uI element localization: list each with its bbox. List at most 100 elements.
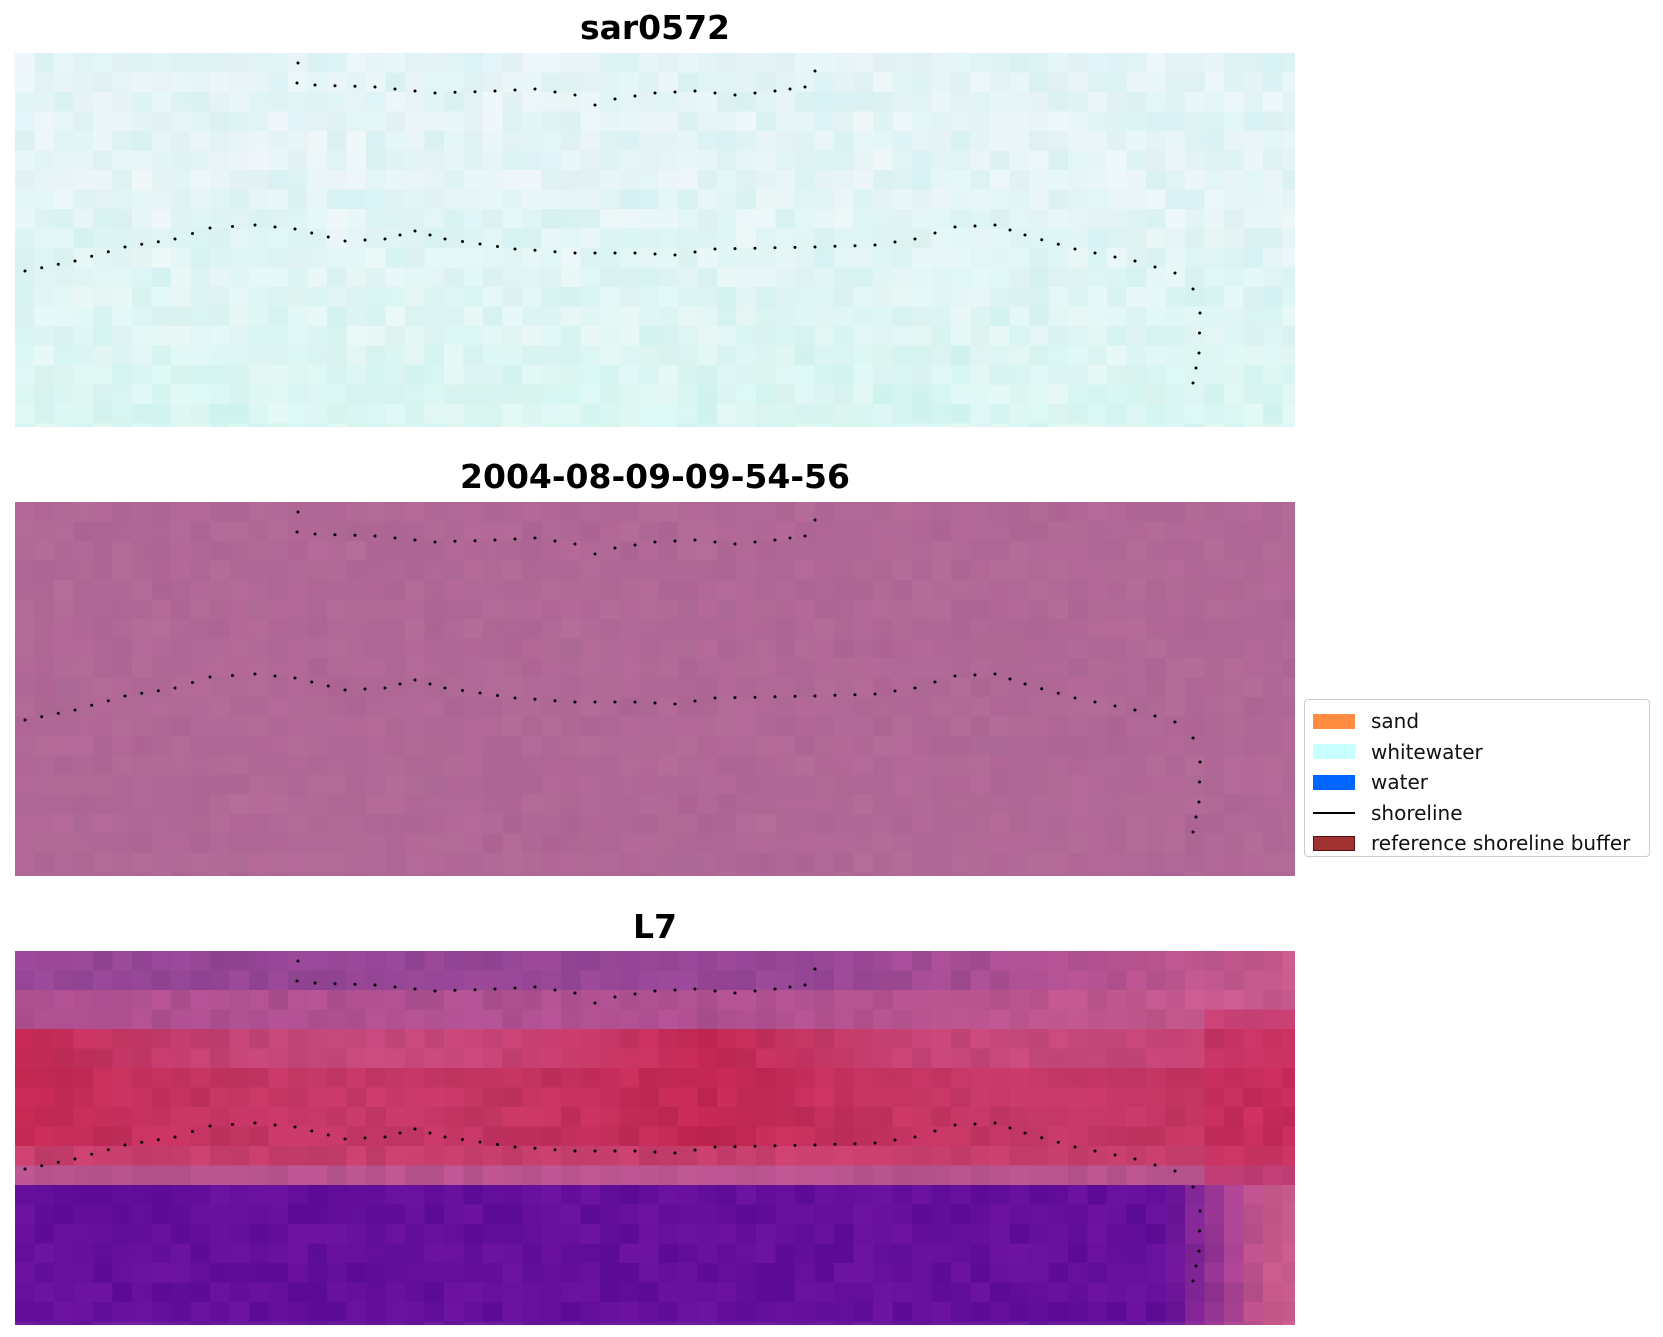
shoreline-dot bbox=[393, 536, 397, 540]
shoreline-dot bbox=[913, 237, 917, 241]
shoreline-dot bbox=[973, 224, 977, 228]
shoreline-dot bbox=[313, 532, 317, 536]
shoreline-dot bbox=[363, 1136, 367, 1140]
shoreline-dot bbox=[313, 83, 317, 87]
shoreline-dot bbox=[693, 987, 697, 991]
shoreline-dot bbox=[673, 1151, 677, 1155]
shoreline-dot bbox=[673, 90, 677, 94]
shoreline-dot bbox=[513, 1145, 517, 1149]
shoreline-dot bbox=[253, 1121, 257, 1125]
shoreline-dot bbox=[1073, 247, 1077, 251]
shoreline-dot bbox=[253, 672, 257, 676]
shoreline-dot bbox=[343, 239, 347, 243]
whitewater-swatch bbox=[1313, 744, 1355, 760]
shoreline-dot bbox=[693, 89, 697, 93]
shoreline-dot bbox=[373, 534, 377, 538]
shoreline-dot bbox=[803, 983, 807, 987]
shoreline-dot bbox=[413, 89, 417, 93]
shoreline-dot bbox=[296, 61, 300, 65]
shoreline-dot bbox=[295, 530, 299, 534]
shoreline-dot bbox=[106, 250, 110, 254]
shoreline-dot bbox=[788, 536, 792, 540]
shoreline-dot bbox=[633, 543, 637, 547]
shoreline-dot bbox=[753, 1144, 757, 1148]
shoreline-dot bbox=[533, 536, 537, 540]
shoreline-dot bbox=[310, 680, 314, 684]
shoreline-dot bbox=[773, 695, 777, 699]
shoreline-dot bbox=[913, 686, 917, 690]
shoreline-dot bbox=[613, 1149, 617, 1153]
shoreline-dot bbox=[613, 700, 617, 704]
shoreline-dot bbox=[873, 692, 877, 696]
shoreline-dot bbox=[933, 231, 937, 235]
shoreline-dot bbox=[443, 686, 447, 690]
shoreline-dot bbox=[295, 81, 299, 85]
legend-item-whitewater: whitewater bbox=[1305, 737, 1649, 768]
shoreline-dot bbox=[933, 1129, 937, 1133]
shoreline-dot bbox=[1198, 331, 1201, 335]
shoreline-line-icon bbox=[1313, 811, 1355, 814]
shoreline-dot bbox=[393, 985, 397, 989]
shoreline-dot bbox=[713, 91, 717, 95]
shoreline-dot bbox=[713, 247, 717, 251]
shoreline-dot bbox=[553, 539, 557, 543]
shoreline-dots bbox=[23, 959, 1202, 1283]
shoreline-dot bbox=[1008, 1126, 1012, 1130]
shoreline-dot bbox=[593, 700, 597, 704]
shoreline-dot bbox=[593, 552, 597, 556]
shoreline-dot bbox=[653, 1150, 657, 1154]
shoreline-dot bbox=[73, 259, 77, 263]
shoreline-dot bbox=[1040, 1136, 1044, 1140]
shoreline-dot bbox=[373, 983, 377, 987]
shoreline-dot bbox=[593, 1149, 597, 1153]
shoreline-dot bbox=[793, 245, 797, 249]
shoreline-dot bbox=[803, 85, 807, 89]
shoreline-dot bbox=[833, 244, 837, 248]
shoreline-dot bbox=[813, 69, 817, 73]
shoreline-dot bbox=[123, 245, 127, 249]
shoreline-dot bbox=[553, 699, 557, 703]
shoreline-dots bbox=[23, 510, 1202, 834]
shoreline-dot bbox=[1040, 687, 1044, 691]
shoreline-dot bbox=[553, 250, 557, 254]
shoreline-dot bbox=[461, 240, 464, 243]
shoreline-dot bbox=[1194, 366, 1198, 370]
shoreline-dot bbox=[191, 681, 194, 684]
shoreline-dot bbox=[398, 1131, 402, 1135]
image-panel-3 bbox=[15, 951, 1295, 1325]
shoreline-dot bbox=[953, 674, 957, 678]
shoreline-dot bbox=[293, 1125, 297, 1129]
pixel-grid bbox=[15, 951, 1295, 1325]
shoreline-dot bbox=[1133, 259, 1137, 263]
shoreline-dot bbox=[295, 979, 299, 983]
shoreline-dot bbox=[713, 540, 717, 544]
shoreline-dot bbox=[653, 989, 657, 993]
shoreline-dot bbox=[363, 687, 367, 691]
shoreline-dot bbox=[1173, 720, 1177, 724]
shoreline-dot bbox=[433, 91, 437, 95]
shoreline-dot bbox=[473, 90, 477, 94]
shoreline-dot bbox=[803, 534, 807, 538]
shoreline-dot bbox=[140, 691, 144, 695]
shoreline-dot bbox=[573, 1149, 577, 1153]
shoreline-dot bbox=[1008, 228, 1012, 232]
panel-title-1: sar0572 bbox=[579, 8, 731, 47]
shoreline-dot bbox=[773, 987, 777, 991]
shoreline-dot bbox=[326, 235, 330, 239]
shoreline-dot bbox=[478, 1140, 482, 1144]
shoreline-dot bbox=[693, 538, 697, 542]
shoreline-dot bbox=[173, 237, 177, 241]
legend-item-shoreline: shoreline bbox=[1305, 798, 1649, 829]
shoreline-dot bbox=[693, 250, 697, 254]
shoreline-dot bbox=[1153, 714, 1157, 718]
shoreline-dot bbox=[533, 985, 537, 989]
shoreline-dot bbox=[461, 689, 464, 692]
shoreline-dot bbox=[1133, 1157, 1137, 1161]
shoreline-dot bbox=[383, 686, 387, 690]
shoreline-dot bbox=[573, 251, 577, 255]
shoreline-dot bbox=[1073, 1145, 1077, 1149]
shoreline-dot bbox=[478, 691, 482, 695]
shoreline-dot bbox=[533, 1146, 537, 1150]
shoreline-dot bbox=[173, 1135, 177, 1139]
shoreline-dot bbox=[1194, 1264, 1198, 1268]
